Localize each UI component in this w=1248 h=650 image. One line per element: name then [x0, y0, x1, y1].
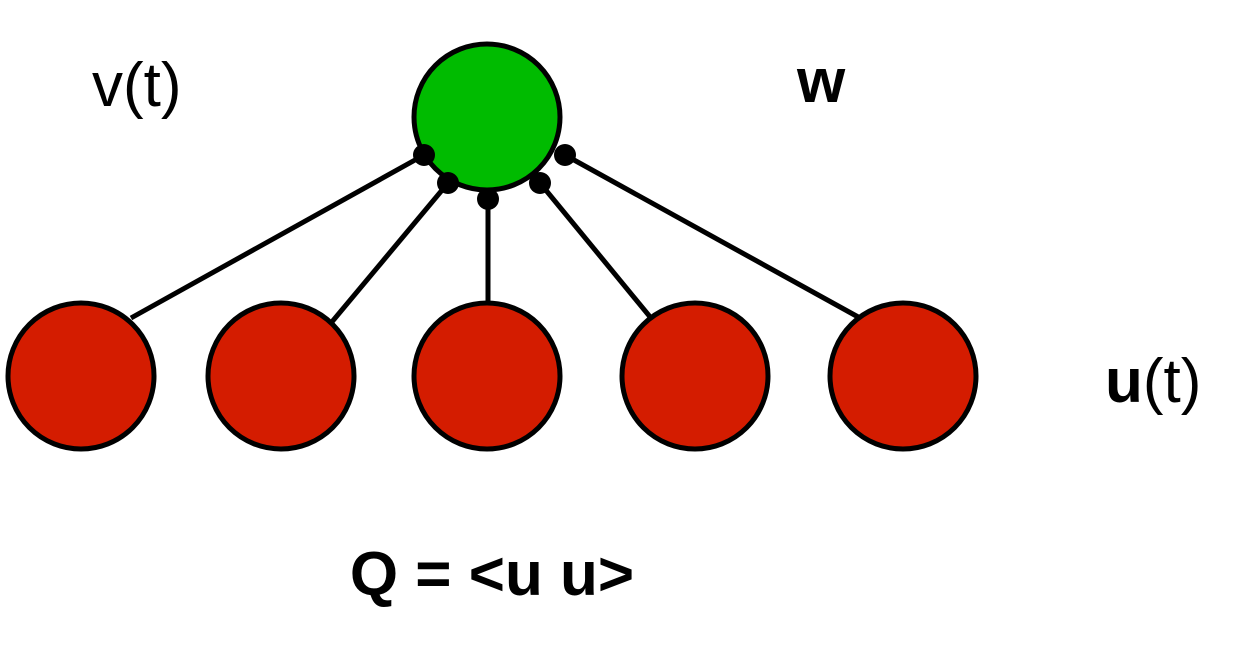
input-neuron-3: [411, 300, 563, 452]
input-neuron-4: [619, 300, 771, 452]
connections: [129, 152, 862, 325]
input-neuron-2: [205, 300, 357, 452]
connection-1: [129, 152, 426, 321]
input-neuron-1: [5, 300, 157, 452]
output-label: v(t): [92, 51, 182, 120]
synapse-dot-2: [437, 172, 459, 194]
connection-2: [329, 181, 450, 325]
input-label-time: (t): [1143, 347, 1202, 416]
correlation-equation: Q = <u u>: [350, 540, 634, 609]
output-neuron: [411, 41, 563, 193]
input-label-vector: u: [1105, 347, 1143, 416]
weights-label: w: [796, 47, 846, 116]
input-label: u(t): [1105, 347, 1201, 416]
synapses: [413, 144, 576, 210]
connection-5: [563, 152, 862, 321]
input-neuron-5: [827, 300, 979, 452]
input-layer: [5, 300, 979, 452]
synapse-dot-4: [529, 172, 551, 194]
synapse-dot-1: [413, 144, 435, 166]
synapse-dot-5: [554, 144, 576, 166]
connection-4: [538, 181, 653, 320]
synapse-dot-3: [477, 188, 499, 210]
